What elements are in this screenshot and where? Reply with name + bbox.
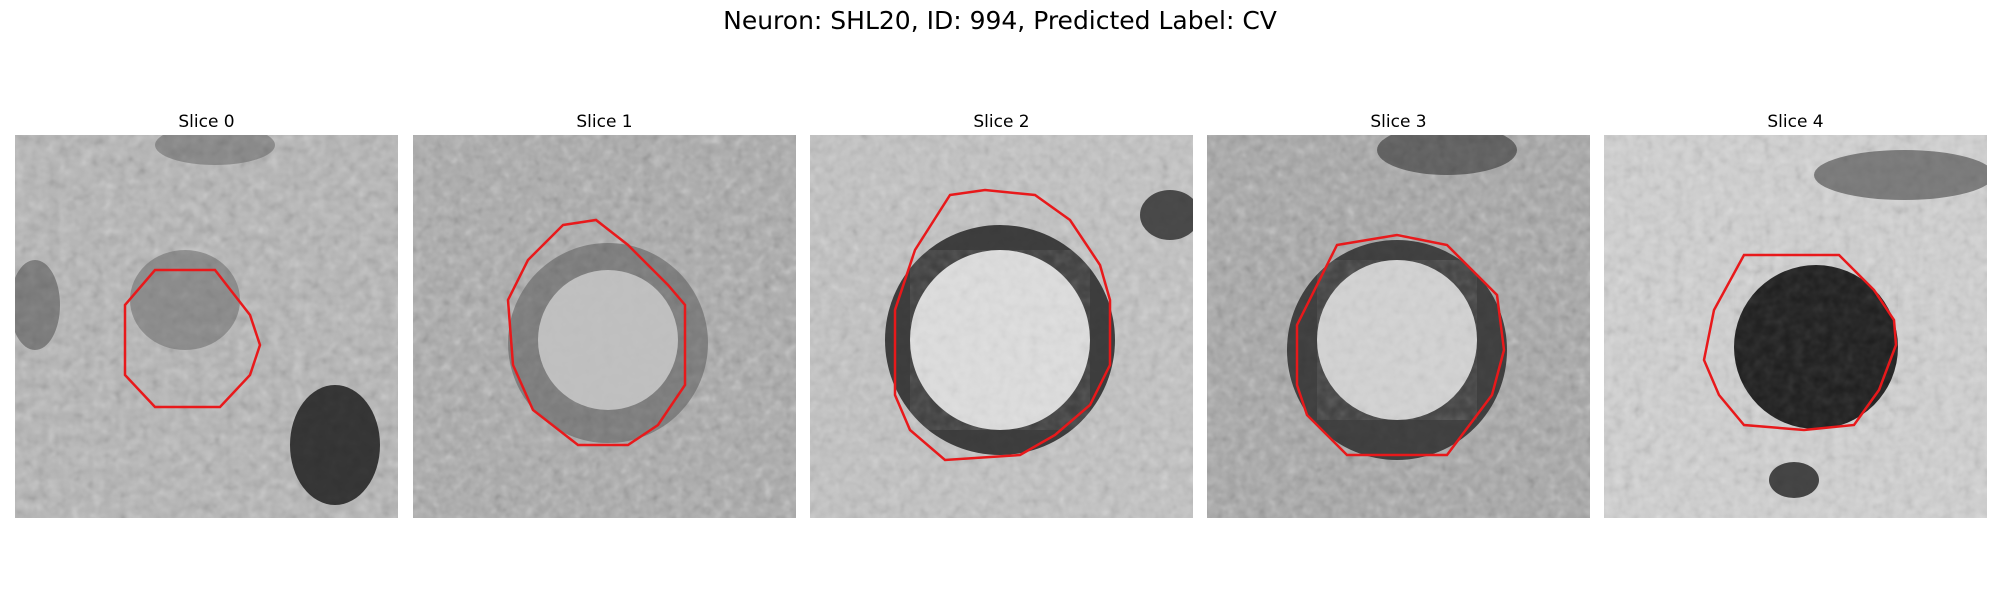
- slice-title: Slice 3: [1207, 110, 1590, 134]
- slice-title: Slice 4: [1604, 110, 1987, 134]
- slice-title: Slice 2: [810, 110, 1193, 134]
- slice-panel-1: Slice 1: [413, 110, 796, 134]
- slice-image: [413, 135, 796, 518]
- slice-panel-0: Slice 0: [15, 110, 398, 134]
- slice-image: [810, 135, 1193, 518]
- slice-image: [1604, 135, 1987, 518]
- slice-panel-4: Slice 4: [1604, 110, 1987, 134]
- figure-title: Neuron: SHL20, ID: 994, Predicted Label:…: [0, 6, 2000, 35]
- slice-panel-3: Slice 3: [1207, 110, 1590, 134]
- slice-title: Slice 0: [15, 110, 398, 134]
- slice-title: Slice 1: [413, 110, 796, 134]
- slice-image: [1207, 135, 1590, 518]
- slice-image: [15, 135, 398, 518]
- slice-panel-2: Slice 2: [810, 110, 1193, 134]
